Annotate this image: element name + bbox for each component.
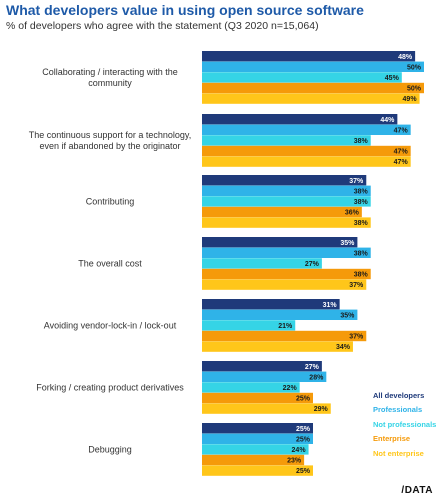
bar-value-label: 38%	[354, 188, 369, 195]
bar-value-label: 21%	[278, 323, 293, 330]
bar-value-label: 45%	[385, 75, 400, 82]
category-label: Forking / creating product derivatives	[36, 383, 184, 393]
bar	[202, 156, 411, 167]
bar-value-label: 38%	[354, 220, 369, 227]
bar-value-label: 25%	[296, 426, 311, 433]
bar	[202, 217, 371, 228]
bar	[202, 185, 371, 196]
bar	[202, 392, 313, 404]
bar-value-label: 38%	[354, 272, 369, 279]
bar	[202, 465, 313, 476]
bar	[202, 93, 420, 104]
bar	[202, 124, 411, 135]
bar-value-label: 36%	[345, 210, 360, 217]
bar	[202, 320, 296, 331]
bar	[202, 145, 411, 157]
bar-value-label: 31%	[323, 302, 338, 309]
bar	[202, 444, 309, 455]
bar-value-label: 47%	[394, 159, 409, 166]
bar-value-label: 47%	[394, 149, 409, 156]
bar	[202, 382, 300, 393]
bar	[202, 330, 367, 342]
chart-subtitle: % of developers who agree with the state…	[6, 20, 319, 32]
bar-value-label: 37%	[349, 334, 364, 341]
bar-value-label: 38%	[354, 199, 369, 206]
bar-value-label: 47%	[394, 127, 409, 134]
bar	[202, 361, 322, 372]
bar-value-label: 38%	[354, 138, 369, 145]
bar	[202, 454, 305, 466]
bar-value-label: 25%	[296, 436, 311, 443]
category-label: Avoiding vendor-lock-in / lock-out	[44, 321, 177, 331]
bar	[202, 279, 367, 290]
category-label: The overall cost	[78, 259, 142, 269]
bar	[202, 299, 340, 310]
bar	[202, 237, 358, 248]
bar	[202, 433, 313, 444]
legend-entry: Professionals	[373, 405, 422, 414]
bar-value-label: 34%	[336, 344, 351, 351]
bar-value-label: 28%	[309, 374, 324, 381]
category-label: The continuous support for a technology,…	[29, 130, 191, 151]
bar-value-label: 37%	[349, 178, 364, 185]
bar	[202, 403, 331, 414]
bar	[202, 341, 353, 352]
bar	[202, 61, 424, 72]
bar	[202, 196, 371, 207]
bar-value-label: 38%	[354, 250, 369, 257]
bar	[202, 371, 327, 382]
bar-value-label: 25%	[296, 396, 311, 403]
bar	[202, 175, 367, 186]
bar-value-label: 23%	[287, 458, 302, 465]
legend-entry: All developers	[373, 391, 424, 400]
legend-entry: Not professionals	[373, 420, 436, 429]
bar-value-label: 35%	[340, 312, 355, 319]
bar	[202, 309, 358, 320]
bar	[202, 258, 322, 269]
bar	[202, 114, 398, 125]
bar	[202, 51, 416, 62]
bar-value-label: 49%	[403, 96, 418, 103]
bar-value-label: 48%	[398, 54, 413, 61]
bar-value-label: 29%	[314, 406, 329, 413]
legend-entry: Not enterprise	[373, 449, 424, 458]
chart-title: What developers value in using open sour…	[6, 2, 364, 18]
category-label: Contributing	[86, 197, 135, 207]
bar-value-label: 24%	[292, 447, 307, 454]
bar	[202, 247, 371, 258]
bar-value-label: 50%	[407, 86, 422, 93]
bar	[202, 72, 402, 83]
bar	[202, 82, 424, 94]
bar-value-label: 37%	[349, 282, 364, 289]
bar-value-label: 27%	[305, 261, 320, 268]
bar-value-label: 50%	[407, 64, 422, 71]
bar	[202, 268, 371, 280]
bar-value-label: 27%	[305, 364, 320, 371]
bar-value-label: 35%	[340, 240, 355, 247]
bar-value-label: 25%	[296, 468, 311, 475]
brand-logo: /DATA	[401, 485, 433, 496]
bar	[202, 206, 362, 218]
category-label: Collaborating / interacting with the comm…	[42, 67, 178, 88]
bar	[202, 135, 371, 146]
bar	[202, 423, 313, 434]
bar-value-label: 44%	[380, 117, 395, 124]
category-label: Debugging	[88, 445, 132, 455]
bar-value-label: 22%	[283, 385, 298, 392]
legend-entry: Enterprise	[373, 434, 410, 443]
